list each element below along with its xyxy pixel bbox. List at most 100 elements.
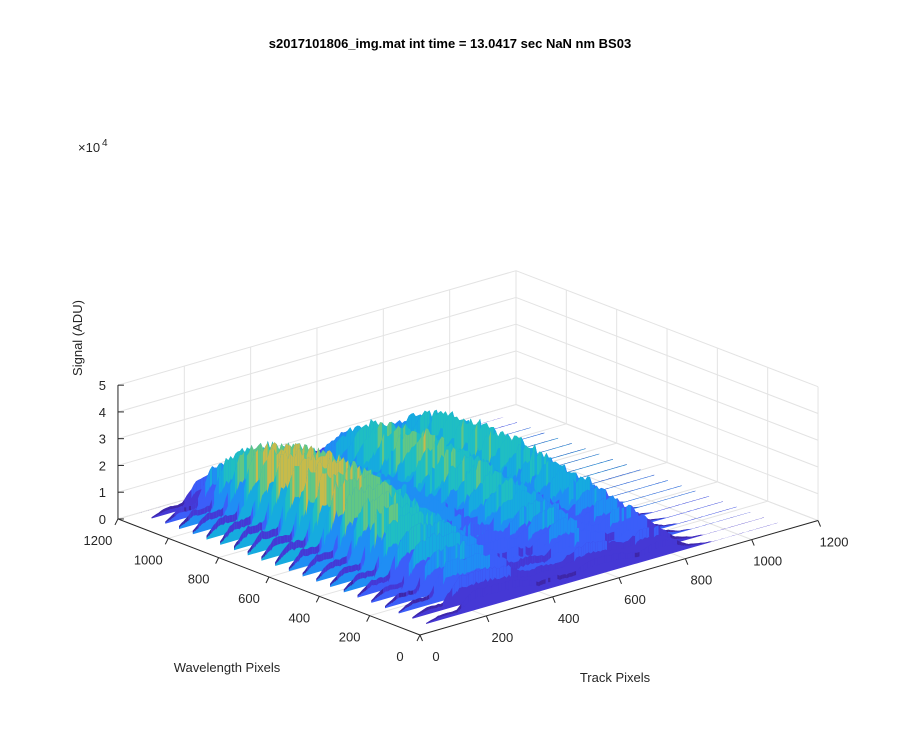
surface-facet <box>499 557 502 569</box>
surface-facet <box>282 548 285 558</box>
surface-facet <box>384 506 387 535</box>
surface-facet <box>590 532 594 543</box>
surface-facet <box>683 493 686 495</box>
surface-facet <box>342 510 345 539</box>
surface-facet <box>537 451 540 480</box>
surface-facet <box>611 540 614 550</box>
surface-facet <box>511 432 515 434</box>
surface-facet <box>298 492 302 529</box>
surface-facet <box>567 517 571 537</box>
surface-facet <box>637 488 640 490</box>
surface-facet <box>714 540 717 541</box>
surface-facet <box>464 575 467 588</box>
surface-facet <box>719 520 723 521</box>
surface-facet <box>569 452 572 454</box>
surface-facet <box>374 508 377 549</box>
surface-facet <box>685 520 688 522</box>
surface-facet <box>457 557 460 575</box>
surface-facet <box>630 499 633 501</box>
surface-facet <box>740 523 743 525</box>
surface-facet <box>452 414 455 442</box>
surface-facet <box>562 445 565 447</box>
surface-facet <box>584 475 587 477</box>
surface-facet <box>619 506 622 522</box>
surface-facet <box>593 482 596 484</box>
surface-facet <box>706 505 709 507</box>
surface-facet <box>351 530 354 557</box>
surface-facet <box>218 509 221 517</box>
surface-facet <box>620 552 624 559</box>
surface-facet <box>528 436 531 438</box>
surface-facet <box>220 537 223 544</box>
surface-facet <box>453 465 456 491</box>
surface-facet <box>365 538 368 561</box>
surface-facet <box>644 527 647 538</box>
surface-facet <box>520 445 524 473</box>
surface-facet <box>413 524 417 550</box>
surface-facet <box>445 419 448 447</box>
surface-facet <box>270 539 274 552</box>
surface-facet <box>667 532 671 539</box>
surface-facet <box>487 471 490 501</box>
surface-facet <box>387 601 390 606</box>
surface-facet <box>768 524 771 526</box>
surface-facet <box>383 586 386 594</box>
surface-facet <box>604 555 607 563</box>
surface-facet <box>501 583 504 591</box>
surface-facet <box>397 582 400 590</box>
surface-facet <box>514 431 517 433</box>
surface-facet <box>606 555 609 563</box>
surface-facet <box>593 530 596 543</box>
surface-facet <box>513 453 517 476</box>
surface-facet <box>532 451 535 477</box>
surface-facet <box>561 463 565 465</box>
surface-facet <box>356 514 359 547</box>
surface-facet <box>186 506 189 512</box>
surface-facet <box>531 502 534 523</box>
surface-facet <box>672 487 675 489</box>
surface-facet <box>679 494 682 496</box>
surface-facet <box>632 489 636 491</box>
surface-facet <box>648 512 651 514</box>
surface-facet <box>321 527 324 550</box>
surface-facet <box>697 508 700 509</box>
surface-facet <box>726 518 730 519</box>
surface-facet <box>583 528 587 543</box>
surface-facet <box>614 528 617 541</box>
surface-facet <box>641 549 645 555</box>
surface-facet <box>556 519 559 539</box>
surface-facet <box>462 480 465 503</box>
surface-facet <box>222 514 226 526</box>
surface-facet <box>642 527 645 540</box>
surface-facet <box>493 419 497 420</box>
surface-facet <box>330 550 334 559</box>
surface-facet <box>469 468 472 498</box>
surface-facet <box>455 490 458 511</box>
surface-facet <box>351 565 354 573</box>
surface-facet <box>712 522 716 523</box>
surface-facet <box>432 533 435 555</box>
surface-facet <box>573 571 577 576</box>
surface-facet <box>527 579 530 587</box>
surface-facet <box>204 505 208 514</box>
surface-facet <box>552 457 556 459</box>
surface-facet <box>461 515 464 531</box>
surface-facet <box>634 552 638 558</box>
surface-facet <box>411 446 415 473</box>
surface-facet <box>667 488 670 490</box>
surface-facet <box>516 546 519 557</box>
surface-facet <box>588 530 591 543</box>
surface-facet <box>319 554 322 562</box>
surface-facet <box>470 429 473 462</box>
surface-facet <box>470 522 473 537</box>
surface-facet <box>539 468 542 495</box>
surface-facet <box>251 456 254 491</box>
surface-facet <box>560 561 563 569</box>
surface-facet <box>528 547 531 556</box>
surface-facet <box>489 566 493 580</box>
surface-facet <box>313 472 316 503</box>
surface-facet <box>200 486 203 503</box>
surface-facet <box>275 526 279 538</box>
surface-facet <box>338 486 341 518</box>
surface-facet <box>478 482 481 508</box>
